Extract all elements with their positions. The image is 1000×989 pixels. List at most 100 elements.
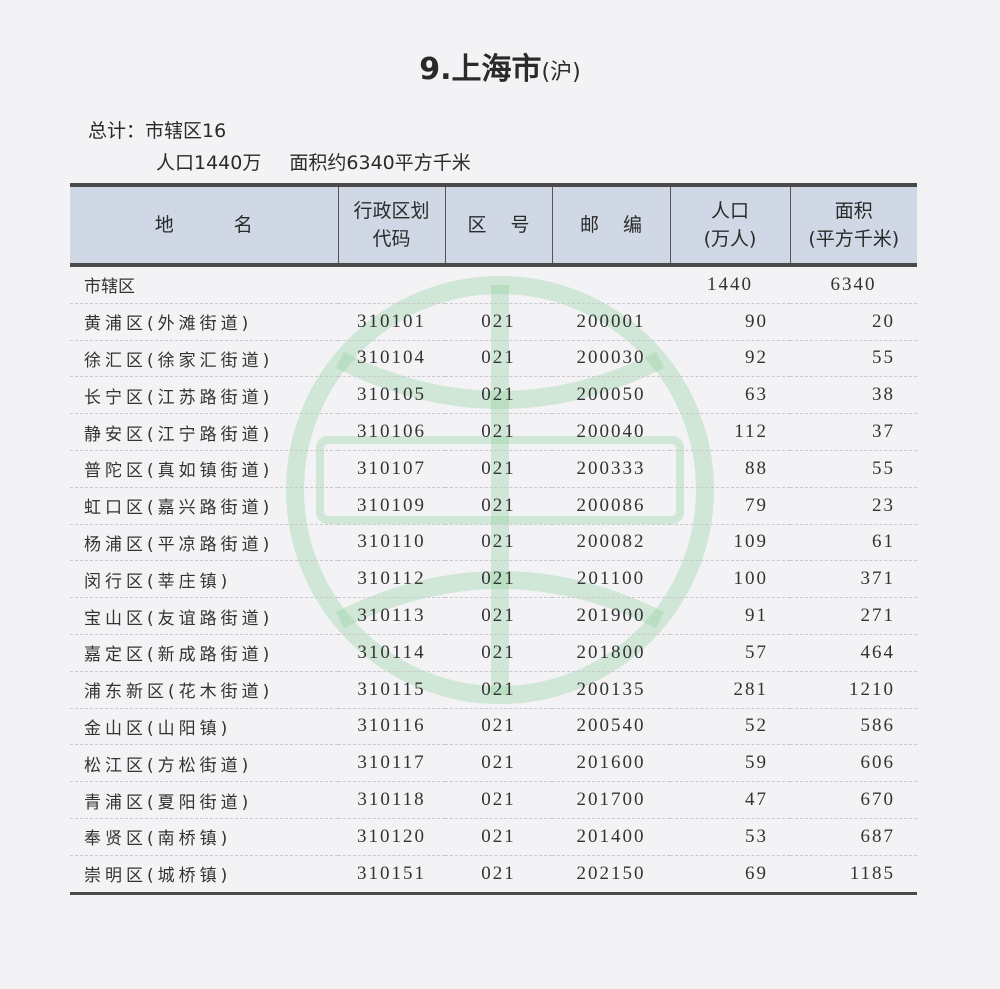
population: 47 [670,781,790,819]
table-row: 宝山区(友谊路街道) 310113 021 201900 91 271 [70,597,917,635]
district-name: 闵行区(莘庄镇) [70,560,338,599]
area-code: 021 [445,340,552,378]
division-code: 310105 [338,376,445,415]
district-name: 金山区(山阳镇) [70,708,338,746]
district-name: 徐汇区(徐家汇街道) [70,340,338,378]
summary-stats: 人口1440万 面积约6340平方千米 [156,148,493,175]
population: 90 [670,303,790,341]
area-code: 021 [445,708,552,746]
table-row: 松江区(方松街道) 310117 021 201600 59 606 [70,744,917,783]
area-code: 021 [445,303,552,341]
total-name: 市辖区 [70,265,338,304]
header-code: 行政区划 代码 [337,185,445,265]
population: 79 [670,487,790,525]
summary-districts: 总计：市辖区16 [88,120,227,142]
table-row: 浦东新区(花木街道) 310115 021 200135 281 1210 [70,671,917,709]
population: 53 [670,818,790,856]
division-code: 310118 [338,781,445,819]
header-name: 地名 [154,213,313,236]
district-name: 嘉定区(新成路街道) [70,634,338,672]
division-code: 310112 [338,560,445,599]
area: 23 [790,487,917,525]
header-area-code: 区 号 [444,185,552,265]
table-row: 闵行区(莘庄镇) 310112 021 201100 100 371 [70,560,917,599]
table-row: 长宁区(江苏路街道) 310105 021 200050 63 38 [70,376,917,415]
area: 61 [790,524,917,562]
district-name: 松江区(方松街道) [70,744,338,783]
population: 91 [670,597,790,635]
district-name: 黄浦区(外滩街道) [70,303,338,341]
division-code: 310101 [338,303,445,341]
table-row: 金山区(山阳镇) 310116 021 200540 52 586 [70,708,917,746]
title-abbr: (沪) [541,60,581,85]
division-code: 310110 [338,524,445,562]
postal-code: 200001 [552,303,670,341]
postal-code: 201600 [552,744,670,783]
area-code: 021 [445,560,552,599]
population: 100 [670,560,790,599]
summary-area: 面积约6340平方千米 [289,152,471,174]
table-row: 嘉定区(新成路街道) 310114 021 201800 57 464 [70,634,917,672]
area-code: 021 [445,597,552,635]
division-code: 310106 [338,413,445,451]
population: 109 [670,524,790,562]
table-row: 徐汇区(徐家汇街道) 310104 021 200030 92 55 [70,340,917,378]
population: 59 [670,744,790,783]
population: 281 [670,671,790,709]
table-row: 普陀区(真如镇街道) 310107 021 200333 88 55 [70,450,917,488]
area: 371 [790,560,917,599]
area: 1210 [790,671,917,709]
area: 1185 [790,855,917,895]
page-title: 9.上海市(沪) [0,44,1000,88]
table-row: 静安区(江宁路街道) 310106 021 200040 112 37 [70,413,917,451]
population: 52 [670,708,790,746]
area-code: 021 [445,818,552,856]
area: 271 [790,597,917,635]
header-zip: 邮 编 [551,185,670,265]
table-row: 虹口区(嘉兴路街道) 310109 021 200086 79 23 [70,487,917,525]
postal-code: 200082 [552,524,670,562]
postal-code: 200540 [552,708,670,746]
district-name: 长宁区(江苏路街道) [70,376,338,415]
area: 670 [790,781,917,819]
postal-code: 200086 [552,487,670,525]
area: 606 [790,744,917,783]
area: 20 [790,303,917,341]
table-row: 杨浦区(平凉路街道) 310110 021 200082 109 61 [70,524,917,562]
division-code: 310151 [338,855,445,895]
postal-code: 201800 [552,634,670,672]
total-population: 1440 [670,265,790,304]
district-name: 静安区(江宁路街道) [70,413,338,451]
area: 55 [790,340,917,378]
postal-code: 200135 [552,671,670,709]
postal-code: 200050 [552,376,670,415]
header-area: 面积 (平方千米) [789,185,917,265]
population: 112 [670,413,790,451]
postal-code: 201700 [552,781,670,819]
district-name: 奉贤区(南桥镇) [70,818,338,856]
area-code: 021 [445,376,552,415]
area-code: 021 [445,855,552,895]
district-name: 青浦区(夏阳街道) [70,781,338,819]
header-population: 人口 (万人) [669,185,790,265]
division-code: 310109 [338,487,445,525]
postal-code: 200333 [552,450,670,488]
area-code: 021 [445,524,552,562]
table-row: 黄浦区(外滩街道) 310101 021 200001 90 20 [70,303,917,341]
district-name: 浦东新区(花木街道) [70,671,338,709]
postal-code: 201400 [552,818,670,856]
postal-code: 201100 [552,560,670,599]
table-header: 地名 行政区划 代码 区 号 邮 编 人口 (万人) 面积 (平方千米) [70,185,917,265]
title-main: 9.上海市 [419,52,542,87]
table-row: 奉贤区(南桥镇) 310120 021 201400 53 687 [70,818,917,856]
area-code: 021 [445,781,552,819]
division-code: 310107 [338,450,445,488]
division-code: 310115 [338,671,445,709]
district-name: 宝山区(友谊路街道) [70,597,338,635]
area: 464 [790,634,917,672]
area: 38 [790,376,917,415]
postal-code: 200040 [552,413,670,451]
division-code: 310104 [338,340,445,378]
total-area: 6340 [790,265,917,304]
population: 92 [670,340,790,378]
